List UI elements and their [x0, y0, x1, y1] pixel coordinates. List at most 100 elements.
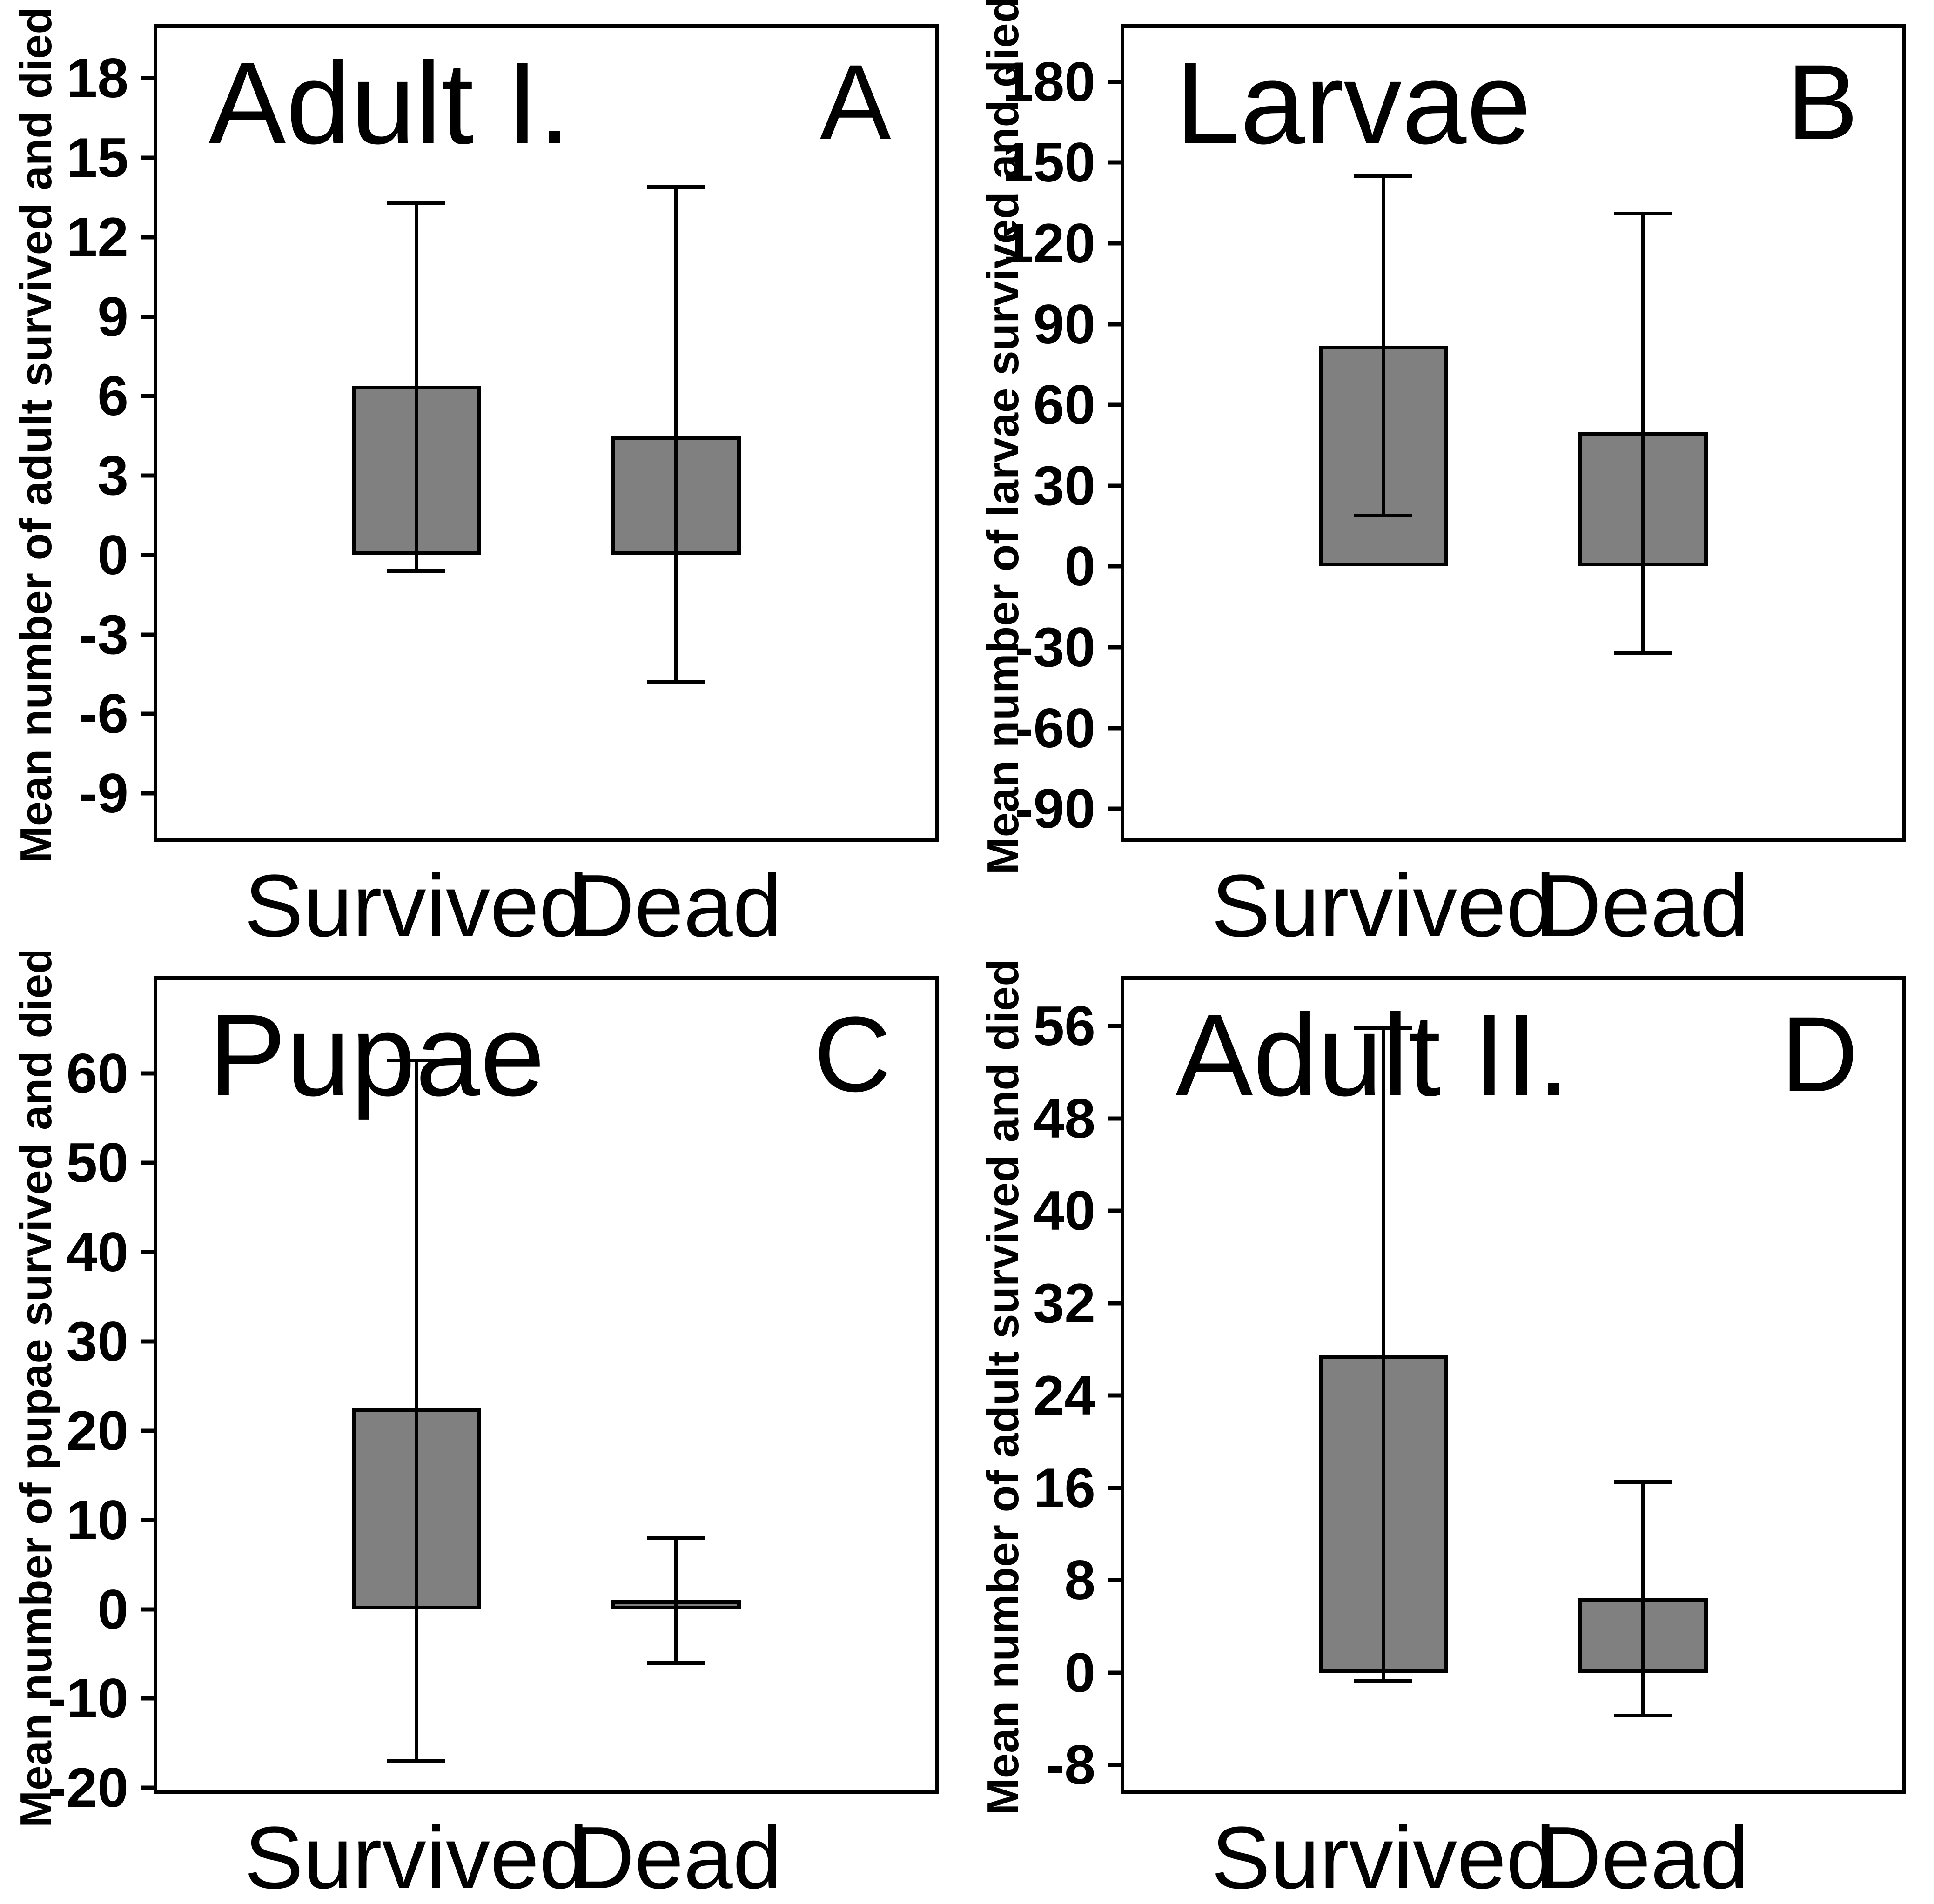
y-tick-mark: [141, 1339, 154, 1344]
y-tick-label: 180: [1002, 50, 1095, 113]
error-bar-cap-top-survived: [1354, 174, 1413, 178]
error-bar-cap-bottom-dead: [1614, 650, 1672, 655]
y-tick-label: -9: [79, 762, 128, 825]
y-tick-mark: [1108, 1393, 1121, 1398]
y-tick-mark: [1108, 241, 1121, 246]
y-tick-label: 30: [66, 1310, 128, 1373]
y-tick-label: -20: [47, 1757, 128, 1819]
error-bar-line-survived: [1381, 176, 1385, 516]
y-tick-label: 15: [66, 126, 128, 189]
y-tick-label: -30: [1014, 616, 1095, 679]
y-tick-label: 3: [97, 444, 128, 507]
panel-letter: A: [819, 42, 891, 162]
y-tick-mark: [1108, 1578, 1121, 1582]
y-tick-label: 50: [66, 1132, 128, 1194]
y-tick-mark: [1108, 80, 1121, 84]
error-bar-line-survived: [414, 1060, 418, 1761]
error-bar-cap-bottom-dead: [647, 680, 705, 684]
y-tick-label: 40: [66, 1221, 128, 1284]
y-tick-label: 24: [1033, 1364, 1095, 1427]
x-category-label-dead: Dead: [571, 1809, 782, 1904]
panel-c: Mean number of pupae survived and died P…: [0, 952, 967, 1904]
error-bar-cap-bottom-dead: [1614, 1713, 1672, 1717]
y-tick-label: 48: [1033, 1087, 1095, 1150]
error-bar-line-dead: [674, 187, 678, 683]
y-tick-mark: [141, 1071, 154, 1076]
y-tick-mark: [141, 1428, 154, 1433]
y-tick-label: -60: [1014, 697, 1095, 759]
y-tick-mark: [1108, 806, 1121, 811]
y-tick-label: 9: [97, 285, 128, 348]
error-bar-cap-bottom-survived: [387, 1759, 446, 1763]
y-tick-mark: [141, 235, 154, 240]
y-tick-mark: [1108, 1024, 1121, 1028]
panel-b: Mean number of larvae survived and died …: [967, 0, 1934, 952]
y-tick-mark: [1108, 645, 1121, 650]
y-tick-label: 0: [1064, 535, 1095, 598]
y-tick-mark: [1108, 564, 1121, 569]
y-tick-label: 56: [1033, 995, 1095, 1058]
y-tick-mark: [1108, 1763, 1121, 1767]
error-bar-cap-bottom-survived: [1354, 513, 1413, 517]
y-tick-mark: [141, 1696, 154, 1701]
y-tick-mark: [141, 1785, 154, 1790]
y-tick-mark: [1108, 1301, 1121, 1306]
x-category-label-survived: Survived: [1211, 857, 1556, 952]
error-bar-line-dead: [1641, 214, 1645, 653]
error-bar-cap-top-survived: [387, 1058, 446, 1062]
error-bar-cap-top-dead: [1614, 212, 1672, 216]
x-category-label-dead: Dead: [1538, 857, 1749, 952]
error-bar-line-survived: [1381, 1028, 1385, 1681]
y-tick-mark: [1108, 1116, 1121, 1121]
x-category-label-survived: Survived: [1211, 1809, 1556, 1904]
y-tick-label: 0: [97, 1578, 128, 1641]
y-tick-mark: [141, 553, 154, 557]
y-tick-label: 40: [1033, 1180, 1095, 1242]
y-tick-label: 90: [1033, 293, 1095, 355]
error-bar-line-dead: [674, 1538, 678, 1663]
y-tick-label: 0: [97, 523, 128, 586]
panel-title: Adult I.: [208, 38, 571, 168]
y-tick-label: 12: [66, 206, 128, 268]
y-tick-label: -6: [79, 683, 128, 745]
x-category-label-survived: Survived: [244, 1809, 589, 1904]
y-tick-mark: [141, 791, 154, 796]
panel-letter: C: [813, 994, 891, 1114]
y-tick-mark: [141, 711, 154, 716]
y-tick-label: 60: [1033, 374, 1095, 436]
y-tick-mark: [141, 394, 154, 398]
y-tick-mark: [1108, 1670, 1121, 1675]
y-tick-label: 10: [66, 1488, 128, 1551]
y-tick-mark: [1108, 160, 1121, 165]
y-tick-label: 150: [1002, 131, 1095, 194]
y-tick-label: 6: [97, 365, 128, 428]
y-tick-label: 60: [66, 1042, 128, 1105]
y-tick-label: -10: [47, 1667, 128, 1730]
y-tick-mark: [1108, 726, 1121, 731]
x-category-label-survived: Survived: [244, 857, 589, 952]
error-bar-cap-bottom-dead: [647, 1661, 705, 1665]
error-bar-cap-top-dead: [647, 1536, 705, 1540]
x-category-label-dead: Dead: [571, 857, 782, 952]
y-tick-label: 8: [1064, 1549, 1095, 1612]
error-bar-cap-bottom-survived: [387, 569, 446, 573]
y-tick-mark: [141, 473, 154, 478]
panel-title: Pupae: [208, 990, 545, 1120]
y-tick-label: 0: [1064, 1641, 1095, 1704]
y-tick-mark: [141, 1250, 154, 1254]
plot-area: Larvae B 180 150 120 90 60 30 0 -30 -60 -90: [1002, 24, 1906, 842]
y-tick-label: -90: [1014, 778, 1095, 840]
panel-letter: B: [1786, 42, 1858, 162]
panel-letter: D: [1780, 994, 1858, 1114]
plot-area: Adult II. D 56 48 40 32 24 16 8 0 -8: [1034, 976, 1906, 1794]
error-bar-line-dead: [1641, 1482, 1645, 1716]
y-tick-mark: [1108, 1486, 1121, 1490]
plot-area: Adult I. A 18 15 12 9 6 3 0 -3 -6 -9: [67, 24, 939, 842]
error-bar-cap-top-survived: [387, 201, 446, 205]
y-tick-label: -3: [79, 603, 128, 666]
y-tick-mark: [141, 1160, 154, 1165]
y-tick-mark: [141, 1518, 154, 1522]
y-tick-mark: [141, 155, 154, 160]
error-bar-cap-bottom-survived: [1354, 1679, 1413, 1683]
